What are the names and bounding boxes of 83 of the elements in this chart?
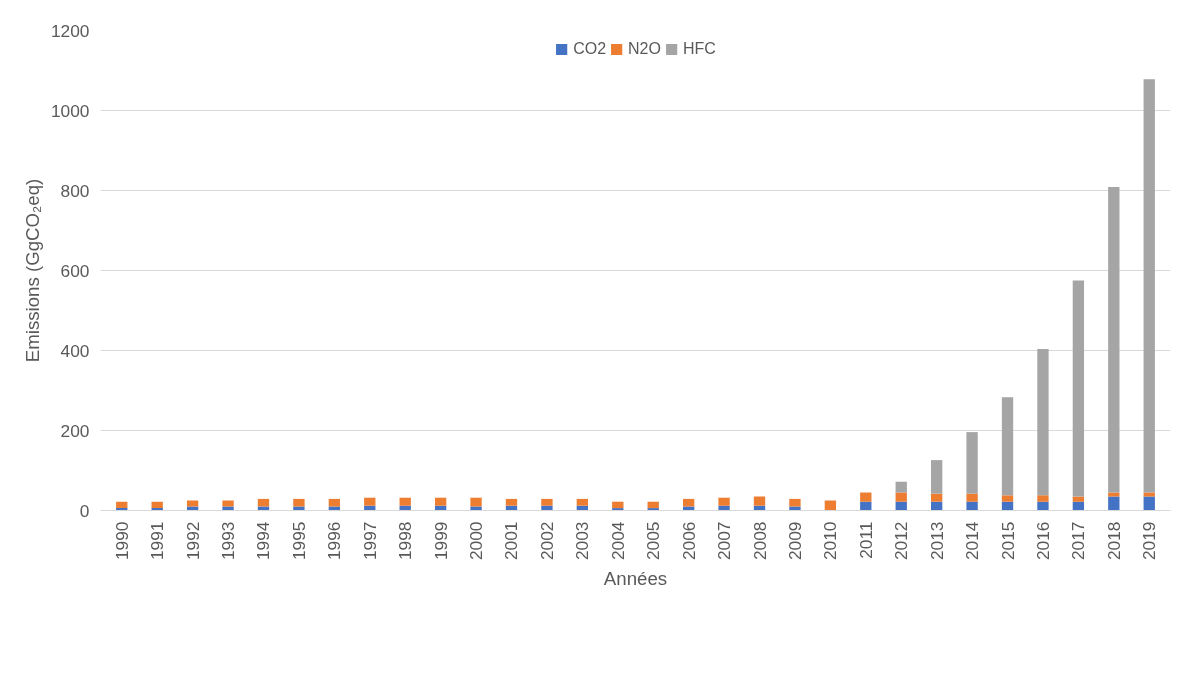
y-tick-label: 200: [60, 420, 90, 441]
bar: [682, 498, 695, 507]
y-tick-label: 1200: [50, 20, 90, 41]
bar: [1037, 348, 1049, 496]
bar: [222, 500, 234, 507]
x-tick-label: 1995: [288, 521, 309, 561]
bar: [1001, 397, 1014, 496]
bar: [966, 493, 978, 502]
legend-label: HFC: [682, 40, 716, 58]
bar: [399, 497, 411, 506]
bar: [789, 498, 801, 507]
x-tick-label: 2006: [678, 521, 699, 561]
bar: [1037, 501, 1049, 511]
y-axis-title: Emissions (GgCO₂eq): [21, 178, 43, 363]
x-tick-label: 1998: [395, 521, 416, 561]
x-tick-label: 1992: [182, 521, 203, 561]
bar: [1143, 79, 1155, 493]
bar: [966, 501, 978, 511]
x-tick-label: 2011: [855, 521, 876, 559]
x-tick-label: 1997: [359, 521, 380, 561]
bar: [116, 501, 128, 509]
x-tick-label: 2009: [784, 521, 805, 561]
x-tick-label: 2013: [926, 521, 947, 561]
bar: [647, 501, 659, 509]
x-tick-label: 2010: [820, 521, 841, 561]
bar: [576, 498, 589, 506]
bar: [1143, 492, 1155, 497]
bar: [860, 492, 872, 502]
bar: [1072, 496, 1085, 502]
x-tick-label: 2014: [962, 521, 983, 561]
bar: [434, 497, 447, 506]
x-tick-label: 2004: [607, 521, 628, 561]
bar: [895, 492, 907, 502]
x-tick-label: 2002: [536, 521, 557, 561]
bar: [470, 497, 482, 507]
x-tick-label: 2016: [1032, 521, 1053, 561]
bar: [966, 432, 978, 494]
x-tick-label: 1991: [147, 521, 168, 561]
x-tick-label: 2003: [572, 521, 593, 561]
x-tick-label: 1990: [111, 521, 132, 561]
bar: [1108, 186, 1120, 493]
x-tick-label: 2018: [1103, 521, 1124, 561]
x-tick-label: 2017: [1068, 521, 1089, 561]
bar: [930, 460, 943, 494]
x-tick-label: 2007: [714, 521, 735, 561]
x-tick-label: 2005: [643, 521, 664, 561]
y-tick-label: 400: [60, 340, 90, 361]
legend-label: N2O: [628, 40, 661, 58]
x-tick-label: 2015: [997, 521, 1018, 561]
x-tick-label: 2001: [501, 521, 522, 561]
bar: [1072, 280, 1085, 497]
x-tick-label: 2000: [466, 521, 487, 561]
bar: [151, 501, 163, 509]
bar: [364, 497, 376, 506]
bar: [612, 501, 624, 509]
bar: [328, 498, 341, 507]
bar: [293, 498, 305, 507]
x-tick-label: 1999: [430, 521, 451, 561]
bar: [930, 493, 943, 502]
bar: [718, 497, 730, 506]
bar: [1001, 495, 1014, 502]
bar: [1108, 492, 1120, 497]
y-tick-label: 600: [60, 260, 90, 281]
x-axis-title: Années: [603, 568, 668, 590]
bar: [1143, 496, 1155, 511]
bar: [1037, 495, 1049, 502]
bar: [541, 498, 553, 506]
bar: [186, 500, 199, 507]
bar: [257, 498, 270, 507]
y-tick-label: 0: [79, 500, 90, 521]
legend-label: CO2: [573, 40, 607, 58]
bar: [505, 498, 518, 506]
bar: [753, 496, 766, 506]
bar: [895, 481, 907, 493]
y-tick-label: 800: [60, 180, 90, 201]
x-tick-label: 2019: [1139, 521, 1160, 561]
x-tick-label: 2008: [749, 521, 770, 561]
x-tick-label: 1996: [324, 521, 345, 561]
x-tick-label: 2012: [891, 521, 912, 561]
x-tick-label: 1993: [218, 521, 239, 561]
y-tick-label: 1000: [50, 100, 90, 121]
x-tick-label: 1994: [253, 521, 274, 561]
bar: [1108, 496, 1120, 511]
